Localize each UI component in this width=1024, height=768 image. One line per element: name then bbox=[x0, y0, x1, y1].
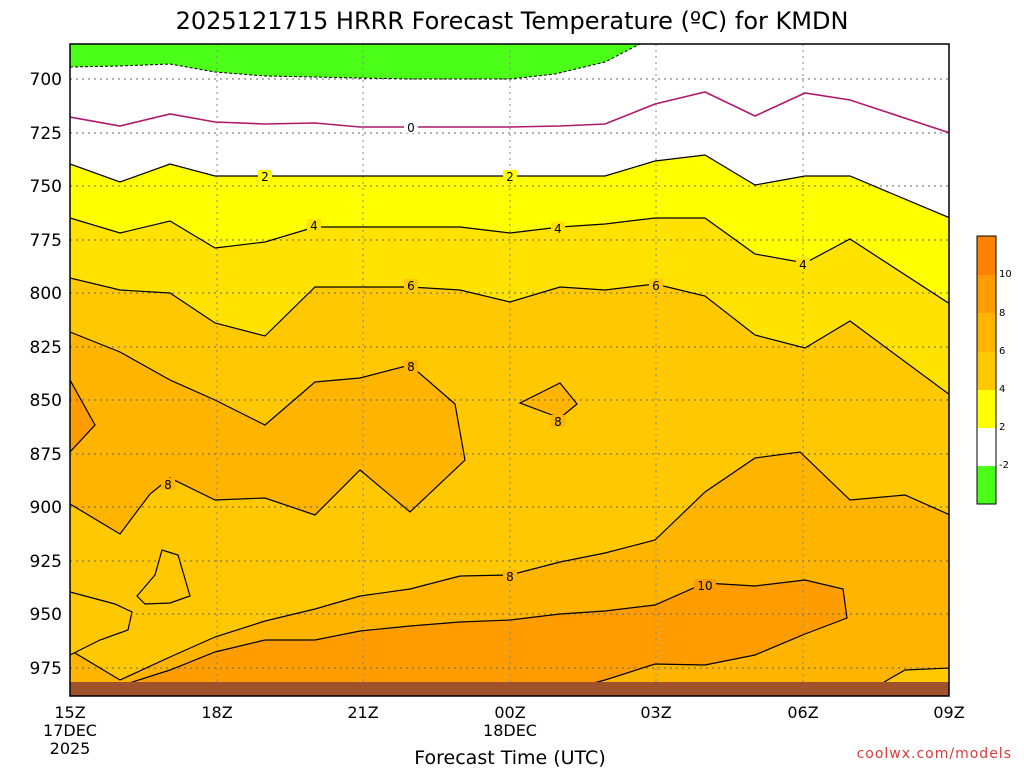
contour-label-bg bbox=[551, 415, 565, 427]
legend-label: 2 bbox=[999, 422, 1005, 433]
contour-label-6: 6 bbox=[407, 279, 415, 293]
contour-label-bg bbox=[258, 170, 272, 182]
legend-swatch-2-4 bbox=[977, 390, 996, 428]
contour-label-bg bbox=[161, 478, 175, 490]
x-axis-ticks: 15Z 17DEC 2025 18Z 21Z 00Z 18DEC 03Z 06Z… bbox=[43, 703, 965, 758]
isotherm-6-pocket-left bbox=[70, 591, 133, 656]
contour-label-2: 2 bbox=[506, 170, 514, 184]
x-tick-date: 17DEC bbox=[43, 721, 97, 740]
y-tick-label: 950 bbox=[30, 605, 62, 625]
x-tick-label: 18Z bbox=[201, 703, 232, 722]
y-tick-label: 925 bbox=[30, 552, 62, 572]
legend-label: 4 bbox=[999, 384, 1005, 395]
legend-label: 6 bbox=[999, 346, 1005, 357]
plot-frame bbox=[69, 43, 950, 697]
freezing-region bbox=[70, 44, 640, 79]
x-tick-label: 21Z bbox=[347, 703, 378, 722]
x-tick-label: 15Z bbox=[54, 703, 85, 722]
isotherm-6 bbox=[70, 277, 949, 396]
ground-surface bbox=[70, 682, 949, 696]
y-axis-ticks: 700 725 750 775 800 825 850 875 900 925 … bbox=[30, 70, 62, 679]
contour-label-8: 8 bbox=[164, 478, 172, 492]
y-tick-label: 900 bbox=[30, 498, 62, 518]
legend-swatch-4-6 bbox=[977, 352, 996, 390]
x-tick-year: 2025 bbox=[50, 739, 91, 758]
freezing-boundary bbox=[70, 44, 641, 80]
contour-label-bg bbox=[307, 219, 321, 231]
contour-label-4: 4 bbox=[799, 258, 807, 272]
contour-label-8: 8 bbox=[407, 360, 415, 374]
isotherm-10-left bbox=[70, 379, 96, 453]
y-tick-label: 750 bbox=[30, 177, 62, 197]
contour-label-bg bbox=[694, 579, 716, 591]
contour-label-bg bbox=[404, 360, 418, 372]
y-tick-label: 825 bbox=[30, 338, 62, 358]
plot-area bbox=[70, 44, 949, 696]
contour-label-bg bbox=[551, 222, 565, 234]
contour-label-bg bbox=[649, 279, 663, 291]
legend-swatch-8-10 bbox=[977, 275, 996, 313]
isotherm-0 bbox=[70, 91, 949, 134]
contour-label-6: 6 bbox=[652, 279, 660, 293]
y-tick-label: 800 bbox=[30, 284, 62, 304]
y-tick-label: 975 bbox=[30, 659, 62, 679]
legend-label: 10 bbox=[999, 269, 1012, 280]
isotherm-8-island bbox=[518, 382, 578, 419]
isotherm-2 bbox=[70, 154, 949, 219]
x-tick-label: 09Z bbox=[933, 703, 964, 722]
x-tick-date: 18DEC bbox=[483, 721, 537, 740]
x-axis-title: Forecast Time (UTC) bbox=[414, 747, 605, 768]
isotherm-6-pocket-middle bbox=[136, 549, 191, 605]
legend-frame bbox=[976, 235, 997, 505]
color-legend: -2 2 4 6 8 10 bbox=[976, 235, 1012, 505]
contour-label-0: 0 bbox=[407, 121, 415, 135]
y-tick-label: 725 bbox=[30, 124, 62, 144]
contour-label-bg bbox=[503, 170, 517, 182]
legend-swatch-10-12 bbox=[977, 236, 996, 275]
contour-label-bg bbox=[503, 570, 517, 582]
contour-label-bg bbox=[796, 258, 810, 270]
y-tick-label: 775 bbox=[30, 231, 62, 251]
contour-label-8: 8 bbox=[506, 570, 514, 584]
band-6-8 bbox=[70, 332, 465, 534]
x-tick-label: 03Z bbox=[640, 703, 671, 722]
y-tick-label: 700 bbox=[30, 70, 62, 90]
legend-label: 8 bbox=[999, 308, 1005, 319]
y-tick-label: 875 bbox=[30, 445, 62, 465]
y-tick-label: 850 bbox=[30, 391, 62, 411]
contour-labels: 0 2 2 4 4 4 6 6 8 8 8 8 10 bbox=[161, 121, 810, 593]
contour-label-4: 4 bbox=[310, 219, 318, 233]
contour-label-2: 2 bbox=[261, 170, 269, 184]
legend-swatch-6-8 bbox=[977, 313, 996, 352]
credit-link[interactable]: coolwx.com/models bbox=[857, 746, 1012, 762]
contour-label-bg bbox=[404, 121, 418, 133]
x-tick-label: 06Z bbox=[787, 703, 818, 722]
chart-title: 2025121715 HRRR Forecast Temperature (ºC… bbox=[176, 7, 849, 35]
contour-label-8: 8 bbox=[554, 415, 562, 429]
band-8-10-left bbox=[70, 380, 95, 452]
isotherm-10 bbox=[119, 579, 848, 693]
legend-swatch-below-neg2 bbox=[977, 466, 996, 504]
contour-label-bg bbox=[404, 279, 418, 291]
band-6-8-island bbox=[520, 383, 577, 418]
x-tick-label: 00Z bbox=[494, 703, 525, 722]
legend-swatch-neg2-2 bbox=[977, 428, 996, 466]
isotherm-4 bbox=[70, 217, 949, 305]
vertical-gridlines bbox=[216, 44, 804, 696]
contour-label-10: 10 bbox=[697, 579, 712, 593]
legend-label: -2 bbox=[999, 460, 1009, 471]
contour-label-4: 4 bbox=[554, 222, 562, 236]
